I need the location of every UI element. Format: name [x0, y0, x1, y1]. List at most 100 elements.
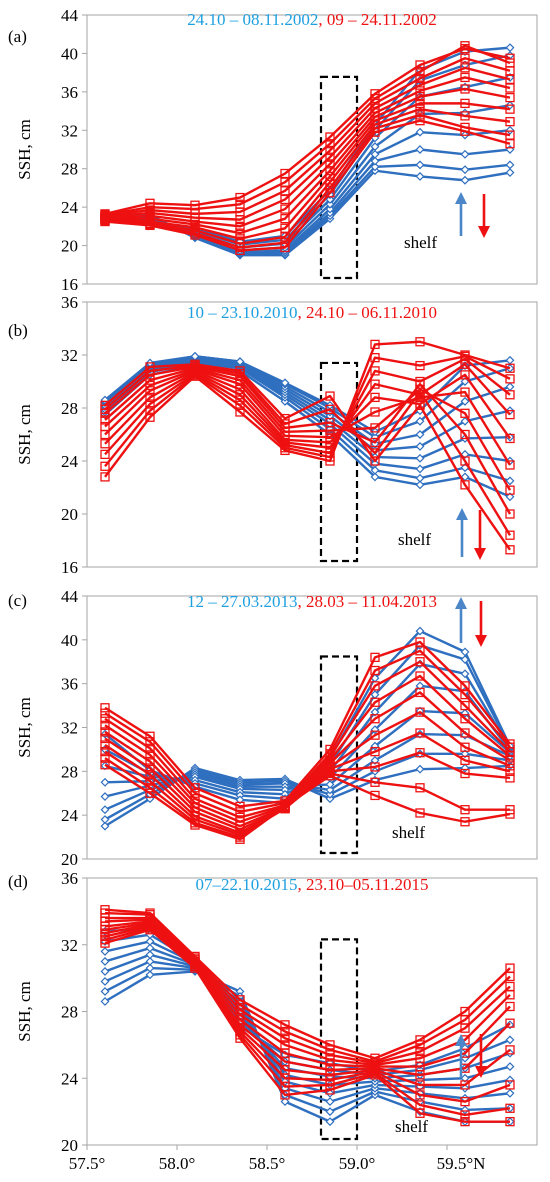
point-blue — [460, 175, 470, 185]
point-red — [505, 1018, 515, 1028]
point-red — [415, 86, 425, 96]
point-red — [505, 390, 515, 400]
shelf-box — [319, 655, 359, 855]
point-red — [370, 456, 380, 466]
point-blue — [505, 476, 515, 486]
series-line-red — [104, 640, 511, 808]
arrow-down-red-head — [474, 548, 486, 560]
point-red — [460, 359, 470, 369]
point-red — [505, 509, 515, 519]
point-red — [370, 366, 380, 376]
period-red: 23.10–05.11.2015 — [306, 875, 429, 894]
point-red — [235, 366, 245, 376]
series-line-red — [104, 750, 511, 837]
point-red — [505, 83, 515, 93]
point-red — [100, 472, 110, 482]
y-tick-label: 20 — [61, 1136, 78, 1155]
point-red — [145, 737, 155, 747]
y-axis-title: SSH, cm — [15, 981, 34, 1041]
plot-frame — [86, 14, 538, 285]
point-red — [280, 1033, 290, 1043]
y-tick-label: 16 — [61, 275, 78, 294]
point-red — [460, 689, 470, 700]
y-tick-label: 28 — [61, 1003, 78, 1022]
point-red — [415, 1046, 425, 1057]
point-red — [100, 720, 110, 730]
point-red — [460, 63, 470, 73]
point-red — [145, 405, 155, 416]
point-blue — [100, 956, 110, 966]
series-line-red — [104, 649, 511, 814]
point-red — [415, 728, 425, 738]
series-line-blue — [104, 960, 511, 1103]
point-red — [100, 439, 110, 449]
point-red — [280, 413, 290, 424]
series-line-red — [105, 87, 511, 235]
y-tick-label: 28 — [61, 160, 78, 179]
series-blue — [100, 956, 515, 1107]
point-blue — [100, 395, 110, 405]
series-line-red — [104, 763, 511, 841]
series-line-red — [104, 674, 511, 823]
point-blue — [100, 977, 110, 986]
point-red — [100, 703, 110, 713]
point-red — [415, 60, 425, 70]
y-tick-label: 24 — [61, 452, 79, 471]
point-red — [100, 938, 110, 948]
point-blue — [370, 755, 380, 765]
point-red — [415, 67, 425, 77]
point-red — [370, 1070, 380, 1080]
series-line-red — [104, 119, 511, 252]
point-blue — [370, 142, 380, 152]
panel-a: 16 20 24 28 32 36 40 44 SSH, cm (a) 24.10 – 08.11.… — [8, 6, 538, 294]
y-tick-label: 28 — [61, 762, 78, 781]
point-red — [235, 214, 245, 225]
point-red — [460, 408, 470, 418]
point-red — [460, 1116, 470, 1127]
arrow-up-blue-head — [455, 597, 467, 609]
point-red — [460, 805, 470, 815]
point-red — [415, 387, 425, 397]
point-red — [370, 652, 380, 663]
point-blue — [505, 382, 515, 392]
series-red — [100, 360, 515, 540]
point-red — [100, 415, 110, 425]
point-red — [415, 337, 425, 347]
point-red — [505, 1045, 515, 1055]
point-red — [415, 110, 425, 120]
point-red — [415, 707, 425, 717]
point-red — [145, 743, 155, 753]
series-line-blue — [104, 953, 511, 1095]
series-line-red — [104, 367, 512, 491]
point-red — [235, 192, 245, 203]
point-blue — [505, 1035, 515, 1045]
y-tick-label: 40 — [61, 44, 78, 63]
point-blue — [325, 785, 335, 795]
point-blue — [370, 472, 380, 482]
point-red — [460, 1023, 470, 1033]
y-tick-label: 28 — [61, 399, 78, 418]
arrow-down-red — [475, 1034, 487, 1078]
series-blue — [100, 729, 515, 815]
point-blue — [505, 145, 515, 154]
point-blue — [415, 453, 425, 463]
point-blue — [100, 967, 110, 976]
point-red — [415, 98, 425, 109]
point-blue — [460, 749, 470, 759]
shelf-label: shelf — [395, 1117, 428, 1136]
point-red — [505, 1001, 515, 1012]
series-line-red — [104, 368, 512, 466]
point-red — [280, 214, 290, 224]
arrow-down-red — [474, 510, 486, 560]
series-line-red — [104, 113, 511, 249]
y-tick-label: 44 — [61, 587, 79, 606]
point-red — [415, 360, 425, 371]
point-red — [370, 714, 380, 724]
point-blue — [415, 160, 425, 170]
point-blue — [505, 125, 515, 135]
point-blue — [460, 647, 470, 657]
y-tick-label: 40 — [61, 631, 78, 650]
point-red — [100, 760, 110, 770]
point-blue — [505, 355, 515, 365]
point-red — [460, 126, 470, 136]
